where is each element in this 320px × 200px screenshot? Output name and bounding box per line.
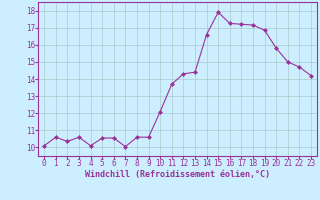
X-axis label: Windchill (Refroidissement éolien,°C): Windchill (Refroidissement éolien,°C) xyxy=(85,170,270,179)
